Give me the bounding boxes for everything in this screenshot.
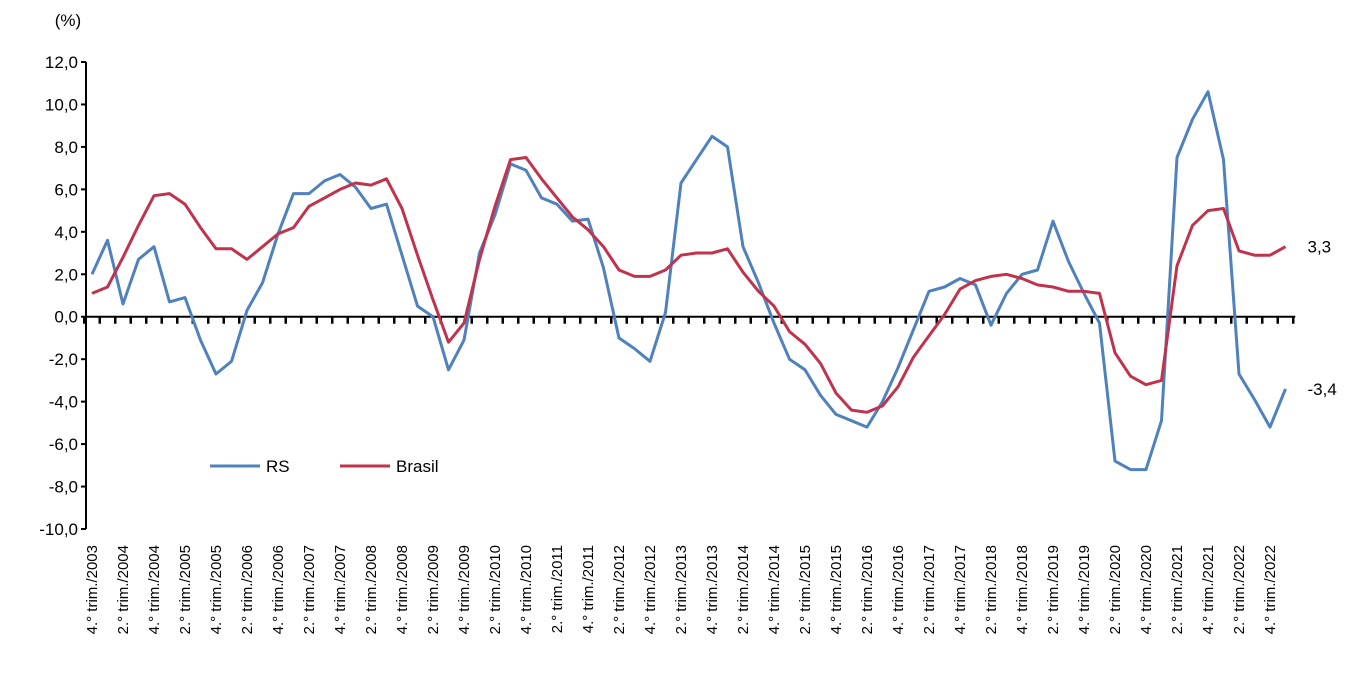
legend-label: Brasil: [396, 457, 439, 476]
y-tick-label: -6,0: [49, 435, 78, 454]
x-tick-label: 2.° trim./2013: [673, 545, 690, 634]
x-tick-label: 4.° trim./2011: [580, 545, 597, 633]
x-tick-label: 4.° trim./2015: [828, 545, 845, 634]
x-tick-label: 2.° trim./2010: [487, 545, 504, 634]
x-tick-label: 4.° trim./2004: [146, 545, 163, 634]
x-tick-label: 4.° trim./2008: [394, 545, 411, 634]
x-tick-label: 2.° trim./2004: [115, 545, 132, 634]
x-tick-label: 4.° trim./2005: [208, 545, 225, 634]
x-tick-label: 2.° trim./2016: [859, 545, 876, 634]
y-tick-label: -4,0: [49, 393, 78, 412]
x-tick-label: 4.° trim./2016: [890, 545, 907, 634]
x-tick-label: 4.° trim./2012: [642, 545, 659, 634]
x-tick-label: 4.° trim./2007: [332, 545, 349, 634]
x-tick-label: 2.° trim./2007: [301, 545, 318, 634]
y-tick-label: -2,0: [49, 350, 78, 369]
y-tick-label: 6,0: [54, 180, 78, 199]
y-tick-label: -8,0: [49, 478, 78, 497]
x-tick-label: 4.° trim./2022: [1262, 545, 1279, 634]
x-tick-label: 2.° trim./2009: [425, 545, 442, 634]
series-line: [90, 90, 1287, 472]
x-tick-label: 2.° trim./2020: [1107, 545, 1124, 634]
x-tick-label: 4.° trim./2003: [84, 545, 101, 634]
x-tick-label: 4.° trim./2021: [1200, 545, 1217, 634]
x-tick-label: 4.° trim./2018: [1014, 545, 1031, 634]
y-tick-label: -10,0: [39, 520, 78, 539]
x-tick-label: 2.° trim./2005: [177, 545, 194, 634]
x-tick-label: 4.° trim./2013: [704, 545, 721, 634]
y-tick-label: 0,0: [54, 308, 78, 327]
x-tick-label: 2.° trim./2008: [363, 545, 380, 634]
data-label: -3,4: [1308, 380, 1337, 399]
y-tick-label: 8,0: [54, 138, 78, 157]
x-tick-label: 4.° trim./2009: [456, 545, 473, 634]
x-tick-label: 2.° trim./2006: [239, 545, 256, 634]
x-tick-label: 4.° trim./2019: [1076, 545, 1093, 634]
x-tick-label: 2.° trim./2017: [921, 545, 938, 634]
x-tick-label: 2.° trim./2021: [1169, 545, 1186, 634]
y-axis-label: (%): [55, 11, 81, 30]
y-tick-label: 12,0: [45, 53, 78, 72]
y-tick-label: 4,0: [54, 223, 78, 242]
x-tick-label: 4.° trim./2010: [518, 545, 535, 634]
x-tick-label: 2.° trim./2011: [549, 545, 566, 633]
data-label: 3,3: [1308, 238, 1332, 257]
legend-label: RS: [266, 457, 290, 476]
x-tick-label: 2.° trim./2018: [983, 545, 1000, 634]
y-tick-label: 10,0: [45, 95, 78, 114]
x-tick-label: 2.° trim./2019: [1045, 545, 1062, 634]
series-line: [91, 156, 1287, 414]
x-tick-label: 2.° trim./2015: [797, 545, 814, 634]
x-tick-label: 2.° trim./2022: [1231, 545, 1248, 634]
x-tick-label: 4.° trim./2006: [270, 545, 287, 634]
x-tick-label: 4.° trim./2014: [766, 545, 783, 634]
x-tick-label: 2.° trim./2014: [735, 545, 752, 634]
x-tick-label: 2.° trim./2012: [611, 545, 628, 634]
x-tick-label: 4.° trim./2017: [952, 545, 969, 634]
y-tick-label: 2,0: [54, 265, 78, 284]
x-tick-label: 4.° trim./2020: [1138, 545, 1155, 634]
